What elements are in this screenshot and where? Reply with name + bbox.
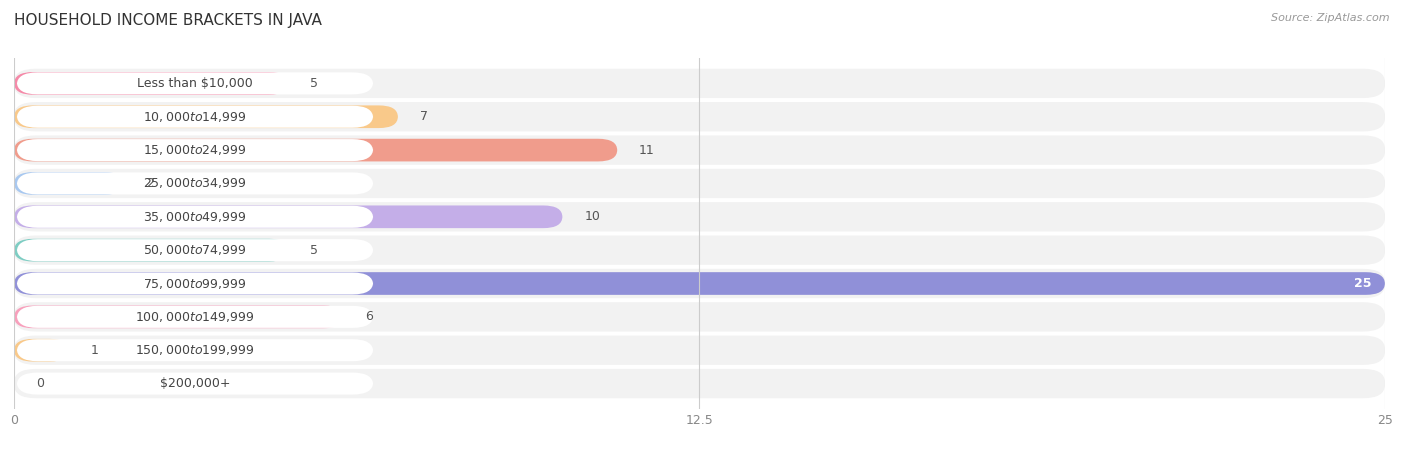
FancyBboxPatch shape — [14, 239, 288, 261]
Text: 25: 25 — [1354, 277, 1371, 290]
Text: HOUSEHOLD INCOME BRACKETS IN JAVA: HOUSEHOLD INCOME BRACKETS IN JAVA — [14, 13, 322, 28]
Text: Source: ZipAtlas.com: Source: ZipAtlas.com — [1271, 13, 1389, 23]
FancyBboxPatch shape — [17, 339, 373, 361]
Text: $50,000 to $74,999: $50,000 to $74,999 — [143, 243, 247, 257]
FancyBboxPatch shape — [14, 339, 69, 361]
Text: 5: 5 — [311, 77, 318, 90]
FancyBboxPatch shape — [17, 373, 373, 395]
Text: 7: 7 — [420, 110, 427, 123]
Text: $10,000 to $14,999: $10,000 to $14,999 — [143, 110, 247, 124]
Text: 5: 5 — [311, 244, 318, 257]
Text: 1: 1 — [91, 344, 98, 357]
Text: $150,000 to $199,999: $150,000 to $199,999 — [135, 343, 254, 357]
Text: Less than $10,000: Less than $10,000 — [138, 77, 253, 90]
FancyBboxPatch shape — [17, 172, 373, 194]
FancyBboxPatch shape — [14, 305, 343, 328]
FancyBboxPatch shape — [17, 206, 373, 228]
FancyBboxPatch shape — [17, 139, 373, 161]
FancyBboxPatch shape — [14, 136, 1385, 165]
FancyBboxPatch shape — [14, 106, 398, 128]
FancyBboxPatch shape — [17, 306, 373, 328]
Text: $25,000 to $34,999: $25,000 to $34,999 — [143, 176, 247, 190]
FancyBboxPatch shape — [14, 235, 1385, 265]
Text: $35,000 to $49,999: $35,000 to $49,999 — [143, 210, 247, 224]
FancyBboxPatch shape — [14, 369, 1385, 398]
Text: 11: 11 — [640, 144, 655, 157]
FancyBboxPatch shape — [17, 239, 373, 261]
FancyBboxPatch shape — [14, 302, 1385, 331]
FancyBboxPatch shape — [14, 202, 1385, 232]
FancyBboxPatch shape — [14, 69, 1385, 98]
Text: $100,000 to $149,999: $100,000 to $149,999 — [135, 310, 254, 324]
FancyBboxPatch shape — [17, 273, 373, 295]
FancyBboxPatch shape — [17, 72, 373, 94]
Text: 6: 6 — [366, 310, 373, 323]
FancyBboxPatch shape — [14, 169, 1385, 198]
Text: 2: 2 — [146, 177, 153, 190]
Text: 0: 0 — [37, 377, 44, 390]
FancyBboxPatch shape — [14, 269, 1385, 298]
FancyBboxPatch shape — [14, 172, 124, 195]
Text: $75,000 to $99,999: $75,000 to $99,999 — [143, 277, 247, 291]
Text: $200,000+: $200,000+ — [160, 377, 231, 390]
FancyBboxPatch shape — [14, 72, 288, 95]
FancyBboxPatch shape — [17, 106, 373, 128]
FancyBboxPatch shape — [14, 335, 1385, 365]
FancyBboxPatch shape — [14, 102, 1385, 132]
FancyBboxPatch shape — [14, 272, 1385, 295]
FancyBboxPatch shape — [14, 206, 562, 228]
FancyBboxPatch shape — [14, 139, 617, 162]
Text: $15,000 to $24,999: $15,000 to $24,999 — [143, 143, 247, 157]
Text: 10: 10 — [585, 210, 600, 223]
